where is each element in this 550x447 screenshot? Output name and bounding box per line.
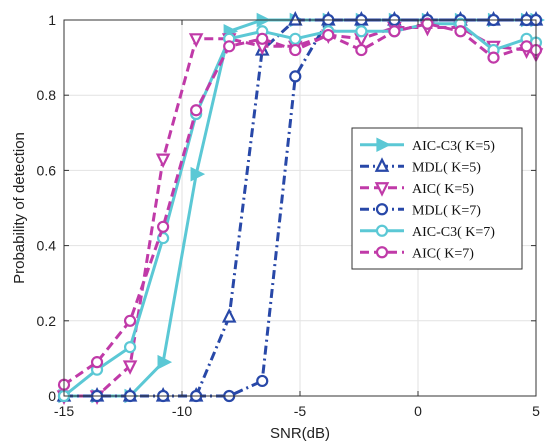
legend-label: MDL( K=5)	[412, 160, 481, 175]
data-point	[289, 70, 302, 83]
data-point	[123, 314, 137, 327]
legend-marker	[376, 137, 391, 153]
data-point	[123, 341, 137, 354]
y-tick-label: 0.2	[37, 313, 57, 329]
legend-marker	[374, 182, 390, 197]
data-point	[454, 25, 467, 38]
legend-label: AIC( K=7)	[412, 246, 474, 261]
data-point	[322, 28, 335, 42]
y-tick-label: 0.8	[37, 87, 57, 103]
data-point	[289, 32, 302, 45]
data-point	[223, 40, 236, 53]
data-point	[256, 32, 269, 45]
data-point	[122, 360, 138, 375]
series-6	[57, 17, 543, 391]
data-point	[388, 25, 401, 38]
legend-label: AIC-C3( K=5)	[412, 139, 495, 154]
legend-label: AIC( K=5)	[412, 182, 474, 197]
legend-entry: MDL( K=5)	[360, 157, 481, 175]
legend-entry: MDL( K=7)	[360, 203, 481, 218]
ticks: -15 -10 -5 0 5 0 0.2 0.4 0.6 0.8 1	[37, 12, 541, 419]
data-point	[421, 17, 434, 30]
legend-marker	[375, 203, 389, 216]
legend-box	[351, 127, 523, 270]
data-point	[188, 33, 204, 48]
data-point	[157, 220, 170, 233]
data-point	[90, 356, 104, 369]
legend-marker	[375, 224, 389, 237]
data-point	[289, 43, 302, 57]
data-point	[155, 153, 171, 169]
x-tick-label: -5	[294, 403, 307, 419]
legend-entry: AIC( K=5)	[360, 182, 474, 197]
data-point	[221, 308, 237, 323]
legend-entry: AIC-C3( K=7)	[360, 224, 495, 240]
y-axis-label: Probability of detection	[11, 132, 28, 284]
y-tick-label: 0	[48, 388, 56, 404]
data-point	[190, 104, 203, 117]
x-axis-label: SNR(dB)	[270, 425, 330, 442]
x-tick-label: 5	[532, 403, 540, 419]
data-point	[157, 354, 173, 370]
legend-label: AIC-C3( K=7)	[412, 225, 495, 240]
y-tick-label: 0.4	[37, 238, 57, 254]
data-point	[355, 25, 368, 38]
legend-entry: AIC-C3( K=5)	[360, 137, 495, 154]
legend: AIC-C3( K=5) MDL( K=5) AIC( K=5) MDL( K=7) A…	[351, 127, 523, 270]
y-tick-label: 1	[48, 12, 56, 28]
x-tick-label: -15	[54, 403, 74, 419]
x-tick-label: 0	[414, 403, 422, 419]
data-point	[355, 43, 368, 57]
legend-marker	[375, 246, 389, 259]
legend-marker	[374, 157, 390, 172]
series-line	[63, 22, 537, 398]
data-point	[487, 51, 500, 64]
y-tick-label: 0.6	[37, 162, 57, 178]
data-point	[288, 11, 303, 26]
data-point	[190, 166, 206, 182]
x-tick-label: -10	[172, 403, 192, 419]
legend-label: MDL( K=7)	[412, 203, 481, 218]
series-line	[63, 22, 537, 386]
legend-entry: AIC( K=7)	[360, 246, 474, 261]
data-point	[256, 374, 269, 388]
